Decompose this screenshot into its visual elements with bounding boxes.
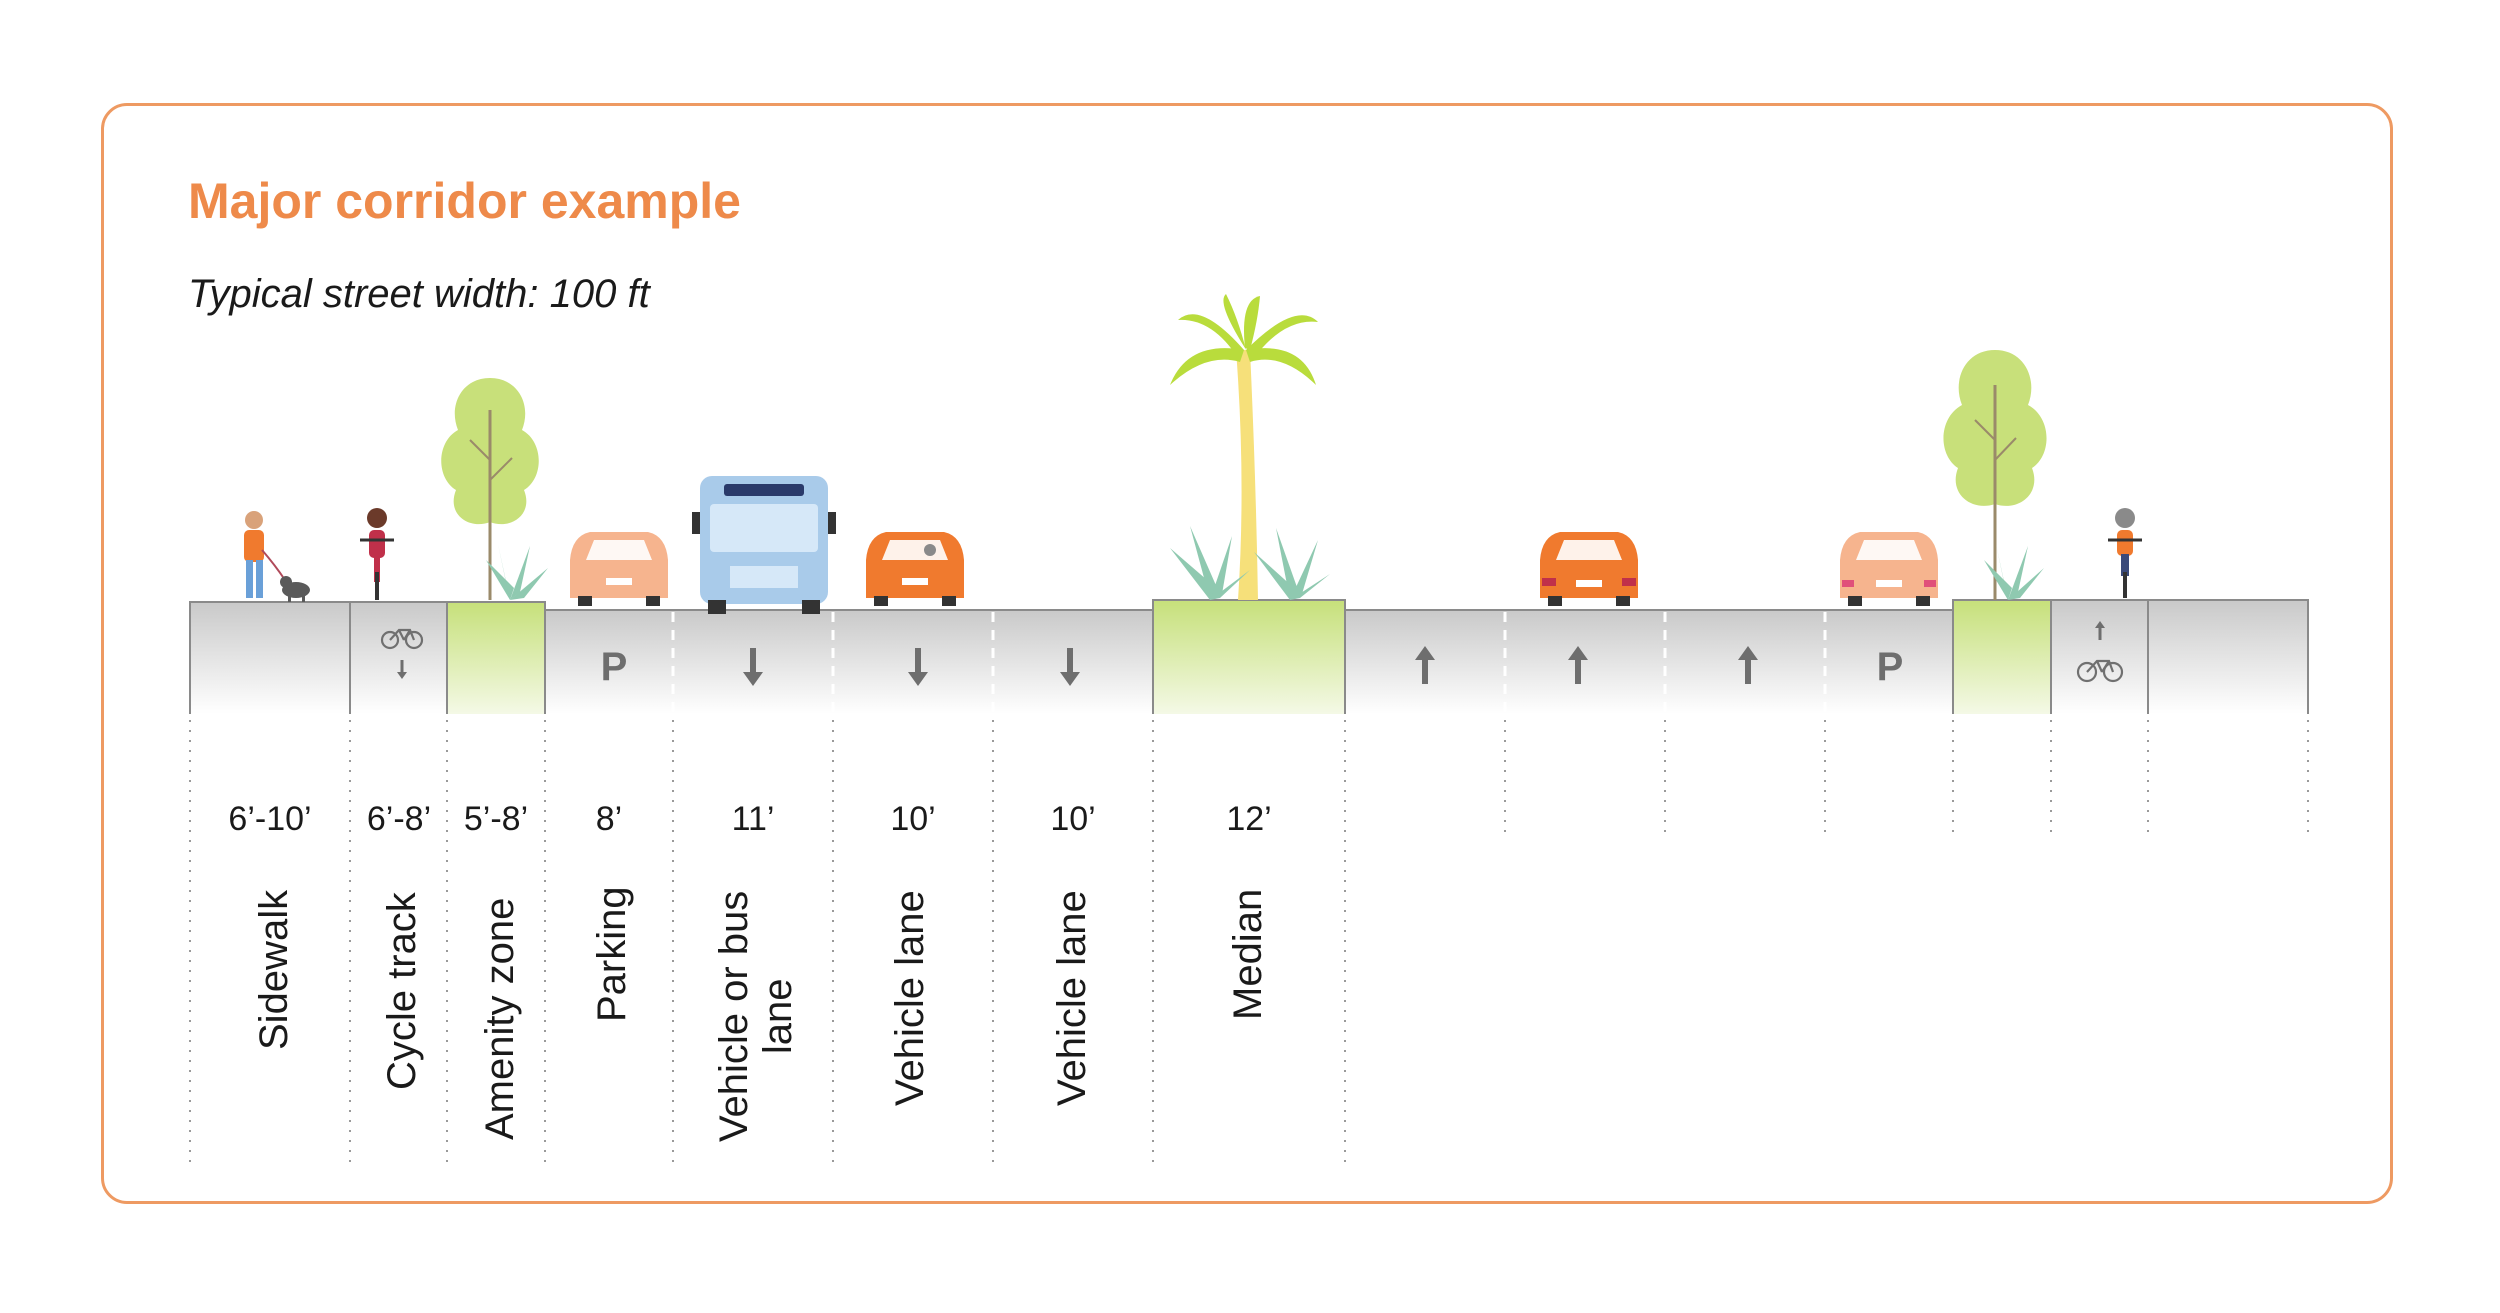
car-icon [866, 532, 964, 606]
dimension-median: 12’ [1226, 800, 1272, 838]
bicycle-icon [2076, 659, 2124, 683]
pavement [190, 600, 2308, 714]
parked-car-icon [1840, 532, 1938, 606]
parking-surface-left [545, 610, 673, 714]
cyclist-icon [2108, 508, 2142, 598]
dimension-vehicle-lane-2: 10’ [1050, 800, 1096, 838]
vehicle-lane-4-surface [1505, 610, 1665, 714]
agave-plant-icon [1984, 544, 2044, 600]
diagram-title: Major corridor example [188, 173, 741, 229]
parking-surface-right [1825, 610, 1953, 714]
palm-tree-icon [1170, 294, 1318, 600]
dimension-guides [189, 720, 2309, 1165]
arrow-down-icon [908, 648, 928, 686]
cycle-track-surface [350, 602, 447, 714]
tree-icon [1943, 350, 2047, 600]
amenity-zone-right-surface [1953, 600, 2051, 714]
label-vehicle-lane-1: Vehicle lane [888, 890, 932, 1106]
dimension-parking: 8’ [595, 800, 623, 838]
parking-marking-right: P [1877, 645, 1904, 689]
bus-icon [692, 476, 836, 614]
dimension-cycle-track: 6’-8’ [366, 800, 432, 838]
car-icon [1540, 532, 1638, 606]
label-cycle-track: Cycle track [380, 892, 424, 1090]
arrow-up-icon [1738, 646, 1758, 684]
tree-icon [441, 378, 539, 600]
parking-marking-left: P [601, 645, 628, 689]
cyclist-icon [360, 508, 394, 600]
median-surface [1153, 600, 1345, 714]
label-bus-lane-line1: Vehicle or bus [712, 890, 756, 1142]
small-arrow-down-icon [397, 660, 407, 679]
label-parking: Parking [590, 886, 634, 1022]
amenity-zone-surface [447, 602, 545, 714]
sidewalk-right-surface [2148, 600, 2308, 714]
label-bus-lane-line2: lane [756, 978, 800, 1055]
small-arrow-up-icon [2095, 621, 2105, 640]
arrow-down-icon [743, 648, 763, 686]
bicycle-icon [380, 628, 424, 650]
dimension-amenity-zone: 5’-8’ [463, 800, 529, 838]
label-median: Median [1226, 888, 1270, 1020]
lane-arrows [397, 621, 2105, 686]
agave-plant-icon [486, 544, 548, 600]
label-amenity-zone: Amenity zone [478, 897, 522, 1140]
vehicle-lane-1-surface [833, 610, 993, 714]
pedestrian-with-dog-icon [244, 511, 310, 602]
dimension-sidewalk: 6’-10’ [228, 800, 312, 838]
diagram-frame [101, 103, 2393, 1204]
arrow-down-icon [1060, 648, 1080, 686]
label-vehicle-lane-2: Vehicle lane [1050, 890, 1094, 1106]
street-width-subtitle: Typical street width: 100 ft [188, 272, 650, 316]
parked-car-icon [570, 532, 668, 606]
label-bus-lane: Vehicle or bus lane [712, 891, 800, 1142]
sidewalk-surface [190, 602, 350, 714]
arrow-up-icon [1415, 646, 1435, 684]
cycle-track-right-surface [2051, 600, 2148, 714]
dimension-bus-lane: 11’ [731, 800, 775, 838]
arrow-up-icon [1568, 646, 1588, 684]
dimension-vehicle-lane-1: 10’ [890, 800, 936, 838]
label-sidewalk: Sidewalk [252, 889, 296, 1050]
agave-plant-icon [1170, 526, 1330, 600]
